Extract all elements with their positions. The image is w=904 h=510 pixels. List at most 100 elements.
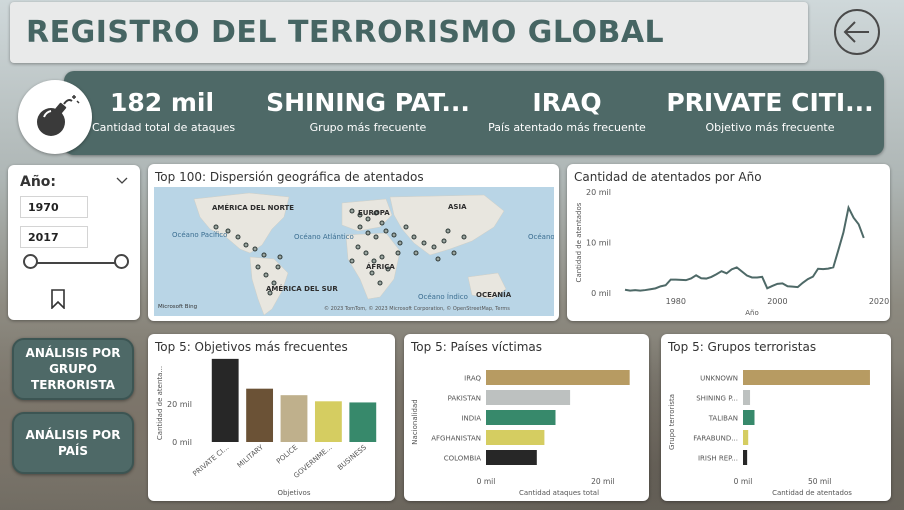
y-tick-label: IRAQ — [464, 375, 481, 383]
countries-chart-title: Top 5: Países víctimas — [411, 340, 543, 354]
map-attribution[interactable]: © 2023 TomTom, © 2023 Microsoft Corporat… — [324, 305, 510, 312]
x-axis-title: Objetivos — [278, 489, 311, 497]
groups-bar-chart[interactable]: UNKNOWN SHINING P... TALIBAN FARABUND... IRI… — [661, 334, 891, 501]
line-chart[interactable]: 0 mil 10 mil 20 mil 1980 2000 2020 Año Cantidad… — [567, 164, 890, 321]
kpi-band — [64, 71, 884, 155]
year-slider-end-handle[interactable] — [114, 254, 129, 269]
bar — [486, 370, 630, 385]
bar — [211, 358, 239, 442]
page-title: REGISTRO DEL TERRORISMO GLOBAL — [26, 15, 665, 50]
series-line — [624, 204, 865, 292]
x-tick-label: POLICE — [275, 443, 299, 465]
map-label: ÁFRICA — [366, 262, 395, 271]
bar — [246, 388, 274, 442]
x-axis-title: Cantidad de atentados — [772, 489, 852, 497]
x-tick-label: 2020 — [869, 297, 889, 306]
groups-chart-card: Top 5: Grupos terroristas — [661, 334, 891, 501]
year-slider-start-handle[interactable] — [23, 254, 38, 269]
line-chart-title: Cantidad de atentados por Año — [574, 170, 762, 184]
chevron-down-icon[interactable] — [116, 177, 128, 185]
line-chart-card: Cantidad de atentados por Año — [567, 164, 890, 321]
y-tick-label: AFGHANISTAN — [431, 435, 481, 443]
year-to-input[interactable]: 2017 — [20, 226, 88, 248]
kpi-value: SHINING PAT... — [266, 88, 470, 117]
bar — [743, 390, 751, 405]
map-label: EUROPA — [358, 209, 390, 217]
y-tick-label: 0 mil — [591, 289, 611, 298]
kpi-label: Objetivo más frecuente — [705, 121, 835, 134]
kpi-label: Grupo más frecuente — [309, 121, 427, 134]
year-slider-track[interactable] — [30, 262, 122, 264]
bar — [486, 390, 571, 405]
x-tick-label: BUSINESS — [336, 443, 368, 472]
kpi-top-target: PRIVATE CITI... Objetivo más frecuente — [660, 88, 880, 134]
bar — [743, 410, 755, 425]
year-from-input[interactable]: 1970 — [20, 196, 88, 218]
bar — [743, 430, 749, 445]
x-tick-label: 20 mil — [591, 477, 614, 486]
kpi-total-attacks: 182 mil Cantidad total de ataques — [92, 88, 236, 134]
ocean-labels: Océano Pacífico Océano Atlántico Océano … — [172, 231, 554, 301]
bar — [280, 395, 308, 442]
y-axis-title: Cantidad de atenta... — [156, 366, 164, 440]
map-label: Océano Pacífico — [172, 231, 227, 239]
targets-chart-title: Top 5: Objetivos más frecuentes — [155, 340, 348, 354]
continent-labels: AMÉRICA DEL NORTE EUROPA ASIA ÁFRICA AMÉ… — [212, 203, 512, 299]
map-label: Océano Atlántico — [294, 233, 354, 241]
world-map[interactable]: AMÉRICA DEL NORTE EUROPA ASIA ÁFRICA AMÉ… — [154, 187, 554, 316]
bar — [486, 410, 556, 425]
x-tick-label: 2000 — [767, 297, 787, 306]
x-tick-label: 0 mil — [734, 477, 753, 486]
y-tick-label: IRISH REP... — [698, 455, 738, 463]
arrow-left-icon — [843, 21, 869, 43]
map-label: AMÉRICA DEL NORTE — [212, 203, 294, 212]
bar — [349, 402, 377, 442]
countries-bar-chart[interactable]: IRAQ PAKISTAN INDIA AFGHANISTAN COLOMBIA 0 mi… — [404, 334, 649, 501]
map-title: Top 100: Dispersión geográfica de atenta… — [155, 170, 424, 184]
map-label: OCEANÍA — [476, 290, 512, 299]
title-panel: REGISTRO DEL TERRORISMO GLOBAL — [10, 2, 808, 63]
y-tick-label: 20 mil — [167, 400, 192, 409]
bing-logo: Microsoft Bing — [158, 304, 197, 310]
attack-points — [213, 208, 467, 296]
bar — [314, 401, 342, 442]
bomb-icon — [37, 95, 80, 136]
kpi-value: IRAQ — [532, 88, 602, 117]
bookmark-icon[interactable] — [51, 289, 65, 309]
year-slicer-label: Año: — [20, 174, 57, 190]
map-label: Océano Índico — [418, 292, 468, 301]
group-analysis-button[interactable]: ANÁLISIS POR GRUPO TERRORISTA — [12, 338, 134, 400]
x-axis-title: Cantidad ataques total — [519, 489, 599, 497]
bar — [486, 450, 537, 465]
y-axis-title: Grupo terrorista — [668, 394, 676, 450]
map-label: Océano Pacífico — [528, 233, 554, 241]
x-tick-label: MILITARY — [236, 443, 266, 470]
y-tick-label: UNKNOWN — [700, 375, 738, 383]
bomb-badge — [18, 80, 92, 154]
y-tick-label: TALIBAN — [708, 415, 738, 423]
y-axis-title: Nacionalidad — [411, 399, 419, 444]
map-label: ASIA — [448, 203, 467, 211]
groups-chart-title: Top 5: Grupos terroristas — [668, 340, 817, 354]
y-tick-label: INDIA — [461, 415, 481, 423]
kpi-value: 182 mil — [109, 88, 215, 117]
y-tick-label: PAKISTAN — [448, 395, 481, 403]
kpi-label: País atentado más frecuente — [488, 121, 646, 134]
y-tick-label: 0 mil — [172, 438, 192, 447]
kpi-value: PRIVATE CITI... — [666, 88, 874, 117]
bar — [743, 450, 748, 465]
x-tick-label: PRIVATE CI... — [191, 443, 230, 478]
y-tick-label: 20 mil — [586, 188, 611, 197]
bar — [743, 370, 870, 385]
y-axis-title: Cantidad de atentados — [575, 202, 583, 282]
x-tick-label: 1980 — [666, 297, 686, 306]
kpi-label: Cantidad total de ataques — [92, 121, 236, 134]
back-button[interactable] — [834, 9, 880, 55]
x-tick-label: 50 mil — [808, 477, 831, 486]
kpi-top-country: IRAQ País atentado más frecuente — [488, 88, 646, 134]
x-tick-label: 0 mil — [477, 477, 496, 486]
country-analysis-button[interactable]: ANÁLISIS POR PAÍS — [12, 412, 134, 474]
kpi-top-group: SHINING PAT... Grupo más frecuente — [260, 88, 476, 134]
y-tick-label: COLOMBIA — [444, 455, 481, 463]
